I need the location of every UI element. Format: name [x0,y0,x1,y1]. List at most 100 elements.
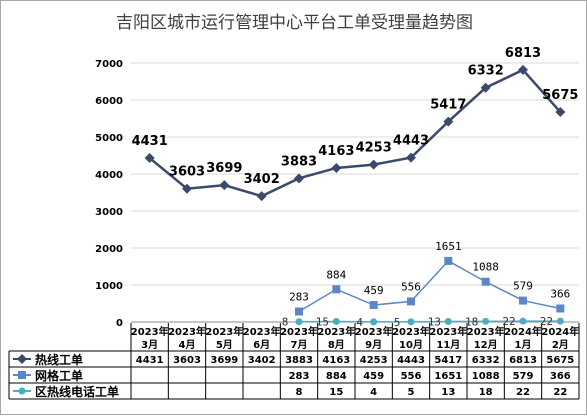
data-point [256,191,267,202]
table-cell-value: 6332 [472,355,500,366]
x-tick-label-year: 2023年 [467,325,505,338]
data-point [556,317,564,325]
legend-key-marker [18,371,26,379]
x-tick-label-month: 7月 [291,339,308,351]
table-cell-value: 283 [289,371,310,382]
x-tick-label-year: 2023年 [392,325,430,338]
table-cell-value: 884 [326,371,347,382]
x-tick-label-year: 2023年 [280,325,318,338]
table-cell-value: 3603 [173,355,201,366]
data-point [332,317,340,325]
data-label-district-hotline: 15 [316,315,329,328]
data-label-grid: 1651 [435,240,462,253]
data-point [406,152,416,163]
y-tick-label: 0 [116,318,123,329]
legend-key-marker [17,354,27,364]
data-point [444,256,453,265]
x-tick-label-year: 2024年 [541,325,579,338]
data-point [144,153,155,164]
x-tick-label-month: 10月 [399,339,423,351]
data-point [182,183,192,194]
data-label-grid: 459 [364,284,384,297]
data-label-district-hotline: 13 [428,316,441,329]
y-tick-label: 2000 [95,244,123,255]
series-line [298,320,561,323]
data-point [519,296,527,305]
table-cell-value: 5 [408,387,415,398]
data-point [370,318,378,326]
chart-title: 吉阳区城市运行管理中心平台工单受理量趋势图 [116,13,473,33]
x-tick-label-month: 9月 [365,339,382,351]
series-line [298,259,561,313]
data-label-hotline: 4431 [132,134,168,149]
data-point [482,317,490,325]
table-cell-value: 556 [401,371,422,382]
data-point [481,277,490,286]
data-label-hotline: 4443 [393,134,429,149]
table-cell-value: 4163 [322,355,350,366]
table-cell-value: 22 [516,387,530,398]
data-label-district-hotline: 4 [356,316,363,329]
data-label-district-hotline: 8 [282,316,289,329]
data-point [294,173,304,184]
data-label-grid: 579 [513,280,533,293]
table-cell-value: 22 [553,387,567,398]
data-point [556,304,565,313]
x-tick-label-month: 12月 [474,339,498,351]
series-line [148,68,562,198]
data-point [331,162,342,173]
data-point [444,318,452,326]
data-label-hotline: 3883 [281,154,317,169]
data-point [369,301,378,310]
data-label-hotline: 6813 [505,46,541,61]
y-tick-label: 1000 [95,281,123,292]
x-tick-label-month: 3月 [141,339,158,351]
table-cell-value: 13 [441,387,455,398]
data-point [480,82,491,93]
table-cell-value: 6813 [509,355,537,366]
x-tick-label-year: 2023年 [429,325,467,338]
table-cell-value: 4253 [360,355,388,366]
table-cell-value: 3402 [248,355,276,366]
data-label-district-hotline: 5 [394,316,401,329]
table-cell-value: 4443 [397,355,425,366]
data-point [443,116,454,127]
data-label-hotline: 5417 [430,98,466,113]
table-cell-value: 366 [550,371,571,382]
x-tick-label-year: 2023年 [205,325,243,338]
x-tick-label-year: 2023年 [355,325,393,338]
y-tick-label: 4000 [95,170,123,181]
data-label-hotline: 5675 [542,88,578,103]
table-cell-value: 8 [296,387,303,398]
data-label-hotline: 3699 [206,161,242,176]
data-point [295,318,303,326]
data-label-district-hotline: 22 [502,315,515,328]
y-tick-label: 3000 [95,207,123,218]
data-label-grid: 884 [326,268,346,281]
x-tick-label-month: 6月 [253,339,270,351]
y-tick-label: 5000 [95,133,123,144]
table-cell-value: 3699 [210,355,238,366]
x-tick-label-year: 2023年 [131,325,169,338]
table-cell-value: 4 [370,387,377,398]
x-tick-label-month: 1月 [515,339,532,351]
data-label-grid: 283 [289,291,309,304]
data-point [295,307,303,316]
data-point [219,180,230,191]
data-label-hotline: 4163 [318,144,354,159]
legend-series-name: 区热线电话工单 [35,384,119,399]
table-cell-value: 1651 [434,371,462,382]
data-label-grid: 366 [550,287,570,300]
legend-key-marker [18,387,26,395]
x-tick-label-month: 5月 [216,339,233,351]
data-point [332,285,341,294]
x-tick-label-year: 2023年 [317,325,355,338]
data-point [407,297,415,306]
legend-series-name: 热线工单 [35,352,83,367]
table-cell-value: 15 [329,387,343,398]
x-tick-label-month: 8月 [328,339,345,351]
x-tick-label-year: 2023年 [243,325,281,338]
table-cell-value: 5675 [546,355,574,366]
